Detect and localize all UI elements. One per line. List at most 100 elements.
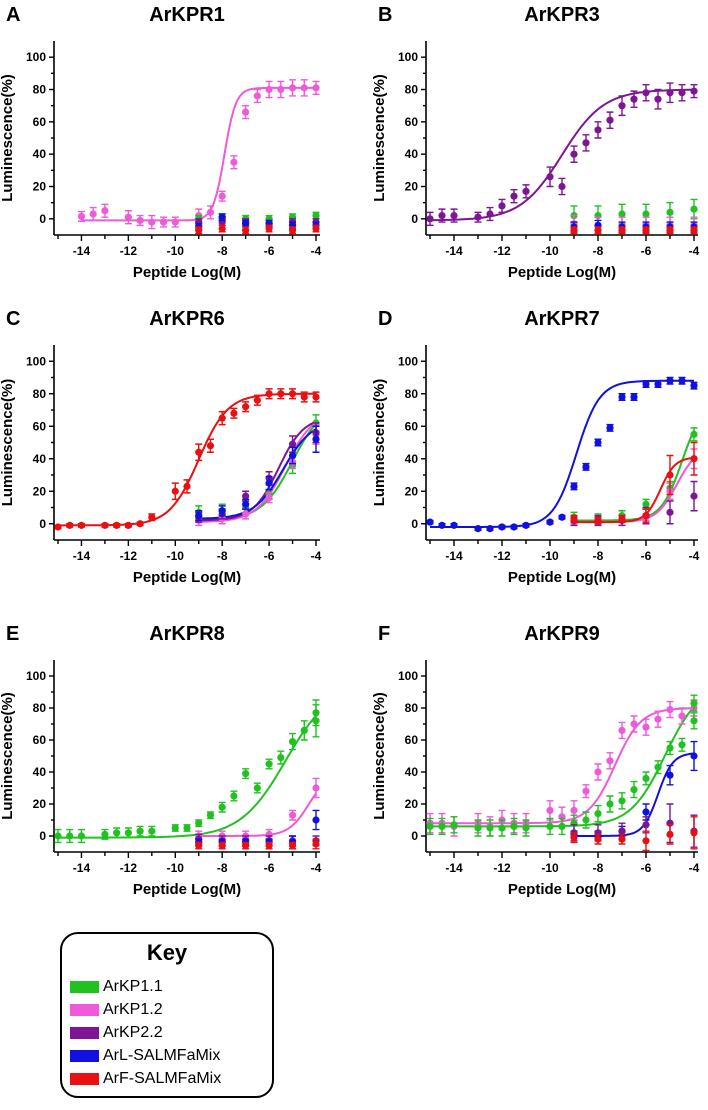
data-point [195,448,203,456]
data-point [288,451,297,460]
data-point [288,842,297,850]
data-point [89,210,97,218]
data-point [288,738,297,746]
series-arf-salmfamix [195,838,320,850]
data-point [242,226,250,234]
y-tick-label: 80 [33,387,47,401]
data-point [594,810,602,818]
curve-arkp1-1 [58,715,317,839]
x-tick-label: -4 [311,861,322,875]
data-point [594,126,602,134]
x-tick-label: -8 [593,861,604,875]
panel-title-arkpr7: ArKPR7 [524,308,600,330]
data-point [277,390,285,398]
data-point [654,380,662,388]
y-tick-label: 40 [33,765,47,779]
y-tick-label: 0 [411,829,418,843]
x-tick-label: -10 [167,861,185,875]
data-point [666,508,674,516]
data-point [546,822,554,831]
y-tick-label: 0 [39,517,46,531]
data-point [230,158,238,166]
data-point [218,507,226,515]
x-tick-label: -10 [167,244,185,258]
data-point [426,215,434,223]
data-point [230,792,238,800]
key-row-arf-salmfamix: ArF-SALMFaMix [70,1068,221,1090]
data-point [654,95,662,103]
curve-arl-salmfamix [430,379,694,528]
data-point [666,208,674,216]
data-point [498,824,506,832]
series-arf-salmfamix [570,226,698,235]
x-axis-label: Peptide Log(M) [508,569,616,586]
y-tick-label: 40 [405,765,419,779]
panel-title-arkpr1: ArKPR1 [149,4,225,26]
data-point [630,95,638,103]
x-tick-label: -6 [641,861,652,875]
curve-arkp1-2 [198,421,317,523]
data-point [242,842,250,850]
key-swatch-arkp2-2 [70,1027,99,1039]
curve-arkp2-2 [430,88,695,222]
data-point [546,806,554,815]
data-point [253,92,261,100]
data-point [642,210,650,218]
data-point [113,829,121,837]
data-point [242,500,250,508]
x-axis-label: Peptide Log(M) [508,881,616,898]
data-point [450,821,458,829]
panel-arkpr7: D ArKPR7 0 20 40 60 80 100 -14 -12 -10 -8 -6 -4 Peptid… [371,308,700,586]
data-point [570,150,578,158]
data-point [570,806,578,815]
data-point [486,210,494,218]
y-tick-label: 100 [26,354,46,368]
series-arkp1-1 [54,699,320,844]
data-point [606,116,614,124]
data-point [148,827,156,835]
data-point [654,763,662,771]
data-point [630,786,638,794]
data-point [218,192,226,200]
data-point [522,521,530,529]
data-point [510,523,518,531]
data-point [642,512,650,520]
data-point [288,84,297,92]
x-tick-label: -14 [445,549,463,563]
data-point [522,187,530,195]
data-point [124,521,132,529]
data-point [642,226,650,234]
data-point [582,787,590,795]
data-point [606,757,614,765]
data-point [124,829,132,837]
data-point [690,699,698,707]
data-point [66,832,74,840]
panel-title-arkpr9: ArKPR9 [524,623,600,645]
data-point [171,218,179,226]
data-point [642,380,650,388]
y-tick-label: 20 [405,180,419,194]
data-point [195,819,203,827]
x-tick-label: -14 [445,244,463,258]
x-tick-label: -12 [120,861,138,875]
data-point [606,424,614,432]
data-point [265,85,273,94]
x-tick-label: -4 [311,549,322,563]
y-tick-label: 80 [405,387,419,401]
data-point [438,212,446,220]
data-point [288,440,297,448]
series-arf-salmfamix [570,441,698,525]
data-point [277,754,285,762]
data-point [312,224,320,233]
data-point [594,438,602,447]
x-tick-label: -6 [641,244,652,258]
data-point [666,771,674,779]
y-tick-label: 40 [405,452,419,466]
y-tick-label: 0 [39,212,46,226]
data-point [101,207,109,215]
key-row-arl-salmfamix: ArL-SALMFaMix [70,1045,220,1067]
data-point [474,525,482,533]
data-point [582,463,590,471]
data-point [300,726,308,735]
y-tick-label: 100 [398,50,418,64]
